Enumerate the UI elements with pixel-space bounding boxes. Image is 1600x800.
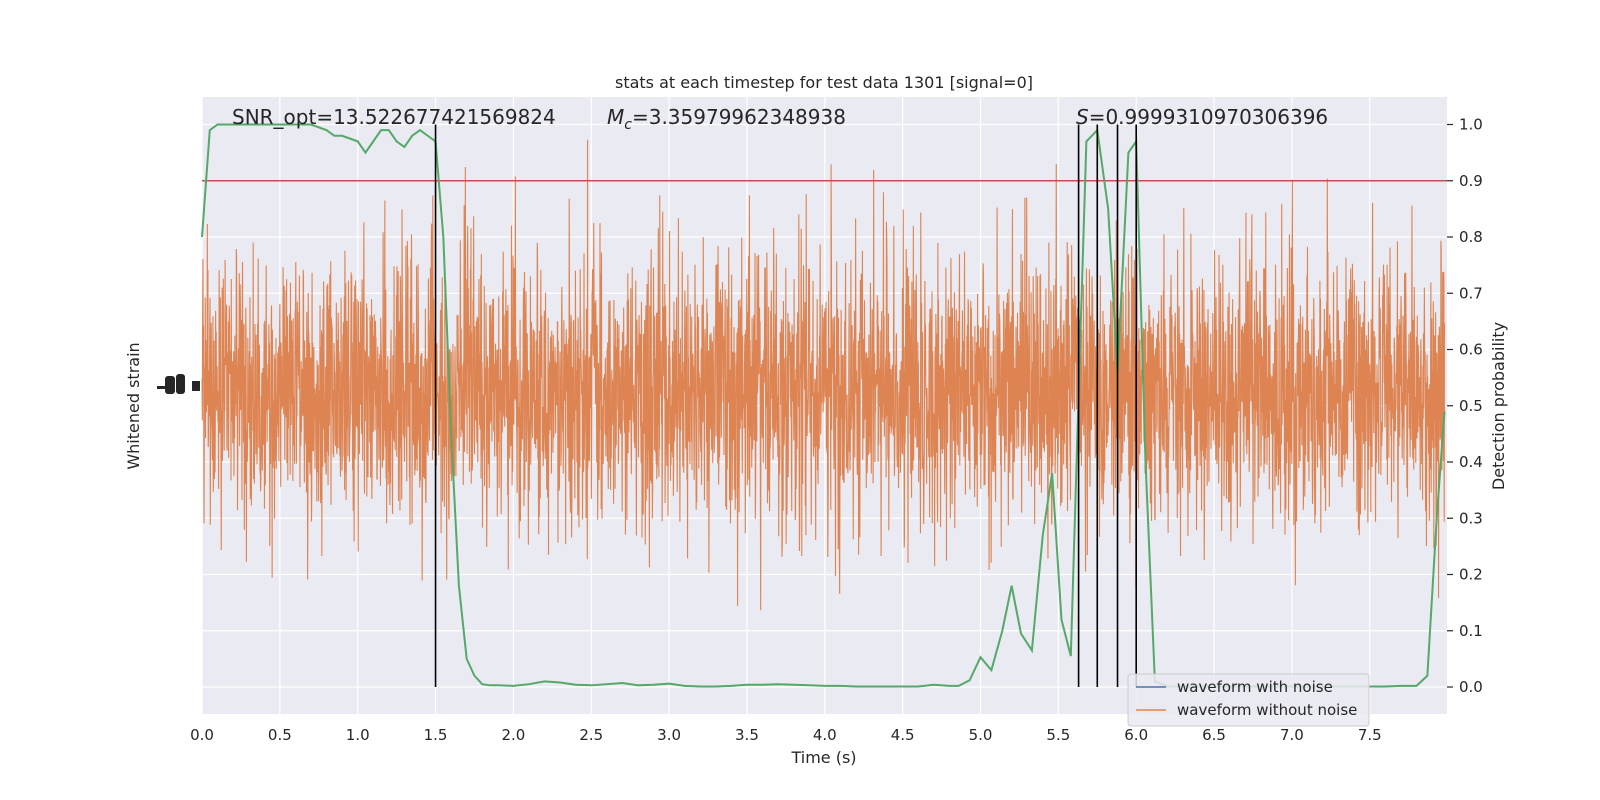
y-tick-label: 0.5: [1459, 397, 1483, 415]
y-tick-label: 0.2: [1459, 566, 1483, 584]
y-tick-label: 0.7: [1459, 284, 1483, 302]
chart-title: stats at each timestep for test data 130…: [615, 73, 1033, 92]
x-tick-label: 5.0: [969, 726, 993, 744]
x-tick-label: 3.5: [735, 726, 759, 744]
vertical-markers: [434, 124, 1137, 687]
snr-annotation: SNR_opt=13.522677421569824: [232, 105, 556, 129]
y-tick-label: 0.4: [1459, 453, 1483, 471]
x-tick-label: 1.0: [346, 726, 370, 744]
x-tick-label: 2.5: [579, 726, 603, 744]
x-tick-label: 0.5: [268, 726, 292, 744]
y-axis-left-label: Whitened strain: [124, 342, 143, 469]
legend-box: [1127, 673, 1370, 727]
x-tick-label: 6.5: [1202, 726, 1226, 744]
x-tick-label: 4.0: [813, 726, 837, 744]
x-tick-label: 5.5: [1046, 726, 1070, 744]
x-axis-label: Time (s): [790, 748, 856, 767]
legend-label-with-noise: waveform with noise: [1177, 678, 1333, 696]
y-tick-label: 0.6: [1459, 341, 1483, 359]
x-tick-label: 7.0: [1280, 726, 1304, 744]
legend-label-without-noise: waveform without noise: [1177, 701, 1357, 719]
x-tick-label: 6.0: [1124, 726, 1148, 744]
legend: waveform with noise waveform without noi…: [1127, 673, 1370, 727]
y-right-axis-ticks: 0.0 0.1 0.2 0.3 0.4 0.5 0.6 0.7 0.8 0.9 1.0: [1447, 116, 1483, 696]
x-axis-ticks: 0.0 0.5 1.0 1.5 2.0 2.5 3.0 3.5 4.0 4.5 5.0 5.5 6.0 6…: [190, 726, 1382, 744]
y-tick-label: 1.0: [1459, 116, 1483, 134]
y-tick-label: 0.0: [1459, 678, 1483, 696]
x-tick-label: 2.0: [501, 726, 525, 744]
x-tick-label: 0.0: [190, 726, 214, 744]
y-axis-right-label: Detection probability: [1489, 322, 1508, 490]
s-score-annotation: S=0.9999310970306396: [1076, 105, 1328, 129]
y-tick-label: 0.9: [1459, 172, 1483, 190]
y-tick-label: 0.8: [1459, 228, 1483, 246]
x-tick-label: 4.5: [891, 726, 915, 744]
x-tick-label: 3.0: [657, 726, 681, 744]
y-tick-label: 0.1: [1459, 622, 1483, 640]
strain-series: [201, 139, 1446, 611]
strain-trace: [201, 139, 1446, 611]
y-tick-label: 0.3: [1459, 509, 1483, 527]
x-tick-label: 7.5: [1358, 726, 1382, 744]
chirp-mass-annotation: Mc=3.35979962348938: [607, 105, 846, 133]
x-tick-label: 1.5: [424, 726, 448, 744]
left-axis-glyph: [157, 374, 200, 394]
